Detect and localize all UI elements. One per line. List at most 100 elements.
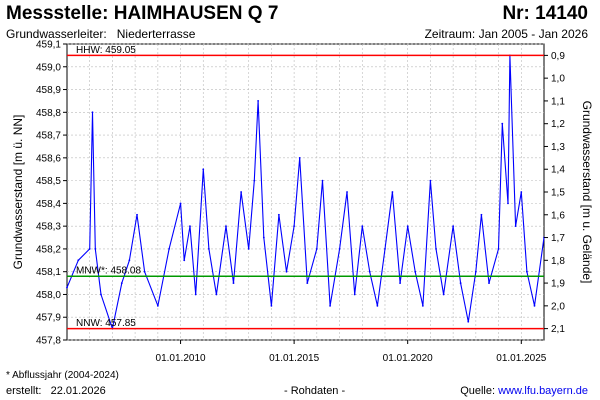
y-tick-label: 459,1	[36, 40, 61, 51]
data-point	[501, 122, 504, 125]
created-date: 22.01.2026	[50, 385, 106, 397]
rawdata-label: - Rohdaten -	[284, 385, 346, 397]
right-tick-label: 1,2	[551, 119, 565, 130]
data-point	[376, 304, 379, 307]
data-point	[514, 225, 517, 228]
data-point	[179, 202, 182, 205]
data-point	[315, 248, 318, 250]
reference-lines: HHW: 459.05 MNW*: 458.08 NNW: 457.85	[67, 45, 544, 330]
data-point	[77, 259, 80, 262]
axes: 459,1 459,0 458,9 458,8 458,7 458,6 458,5 458,4…	[36, 40, 565, 365]
y-axis-label-left: Grundwasserstand [m ü. NN]	[11, 115, 25, 270]
y-tick-label: 458,6	[36, 153, 61, 164]
data-point	[257, 100, 260, 102]
data-point	[361, 225, 364, 228]
right-tick-label: 1,9	[551, 279, 565, 290]
data-point	[183, 259, 186, 262]
data-point	[156, 304, 159, 307]
y-tick-label: 457,9	[36, 313, 61, 324]
y-tick-label: 458,5	[36, 176, 61, 187]
aquifer-value: Niederterrasse	[116, 27, 196, 41]
mnw-label: MNW*: 458.08	[76, 266, 141, 277]
aquifer-info: Grundwasserleiter: Niederterrasse	[6, 27, 195, 41]
right-tick-label: 1,1	[551, 96, 565, 107]
footnote: * Abflussjahr (2004-2024)	[6, 370, 119, 381]
data-point	[533, 304, 536, 307]
data-point	[520, 191, 523, 193]
y-tick-label: 459,0	[36, 62, 61, 73]
created-info: erstellt: 22.01.2026	[6, 385, 106, 397]
data-point	[189, 225, 191, 228]
right-tick-label: 2,0	[551, 301, 565, 312]
source-label: Quelle:	[460, 385, 496, 397]
data-point	[225, 225, 227, 228]
data-point	[94, 248, 97, 250]
nnw-label: NNW: 457.85	[76, 318, 136, 329]
data-point	[240, 191, 243, 193]
data-point	[270, 304, 273, 307]
right-tick-label: 1,6	[551, 210, 565, 221]
data-point	[202, 168, 205, 171]
data-point	[480, 213, 483, 216]
plot-area	[66, 43, 545, 341]
data-point	[525, 270, 528, 273]
right-tick-label: 1,4	[551, 165, 565, 176]
right-tick-label: 0,9	[551, 51, 565, 62]
data-point	[459, 282, 462, 284]
data-point	[421, 304, 424, 307]
right-tick-label: 1,8	[551, 256, 565, 267]
data-point	[338, 248, 341, 250]
data-point	[353, 293, 356, 296]
data-point	[207, 248, 210, 250]
hhw-label: HHW: 459.05	[76, 45, 136, 56]
data-point	[91, 111, 94, 114]
y-tick-label: 457,8	[36, 336, 61, 347]
period-label: Zeitraum: Jan 2005 - Jan 2026	[424, 27, 588, 41]
data-point	[442, 293, 445, 296]
y-tick-label: 458,7	[36, 131, 61, 142]
source-info: Quelle: www.lfu.bayern.de	[460, 385, 588, 397]
data-point	[277, 213, 280, 216]
page-title: Messstelle: HAIMHAUSEN Q 7	[6, 3, 279, 24]
data-point	[66, 286, 68, 289]
y-axis-label-right: Grundwasserstand [m u. Gelände]	[580, 101, 594, 284]
y-tick-label: 458,2	[36, 244, 61, 255]
aquifer-label: Grundwasserleiter:	[6, 27, 107, 41]
data-point	[384, 248, 386, 250]
data-point	[247, 248, 250, 250]
data-point	[262, 236, 265, 239]
x-tick-label: 01.01.2025	[496, 353, 546, 364]
data-point	[232, 282, 235, 284]
data-point	[298, 156, 301, 159]
data-point	[391, 191, 394, 193]
data-point	[136, 213, 138, 216]
data-point	[100, 293, 102, 296]
data-point	[143, 270, 146, 273]
data-point	[128, 259, 131, 262]
data-point	[399, 282, 401, 284]
data-point	[120, 282, 123, 284]
right-tick-label: 1,5	[551, 188, 565, 199]
x-tick-label: 01.01.2015	[269, 353, 319, 364]
data-point	[467, 320, 470, 323]
data-point	[215, 293, 218, 296]
data-point	[88, 248, 91, 250]
data-point	[414, 270, 417, 273]
y-tick-label: 458,8	[36, 108, 61, 119]
data-point	[321, 179, 324, 182]
data-point	[452, 225, 455, 228]
right-tick-label: 1,3	[551, 142, 565, 153]
data-point	[507, 202, 509, 205]
data-point	[329, 304, 331, 307]
data-point	[429, 179, 432, 182]
data-point	[346, 191, 348, 193]
right-tick-label: 1,0	[551, 74, 565, 85]
data-point	[306, 282, 309, 284]
station-number: Nr: 14140	[502, 3, 588, 24]
y-tick-label: 458,1	[36, 267, 61, 278]
right-tick-label: 2,1	[551, 324, 565, 335]
data-point	[435, 248, 437, 250]
data-point	[474, 270, 477, 273]
source-link[interactable]: www.lfu.bayern.de	[498, 385, 588, 397]
